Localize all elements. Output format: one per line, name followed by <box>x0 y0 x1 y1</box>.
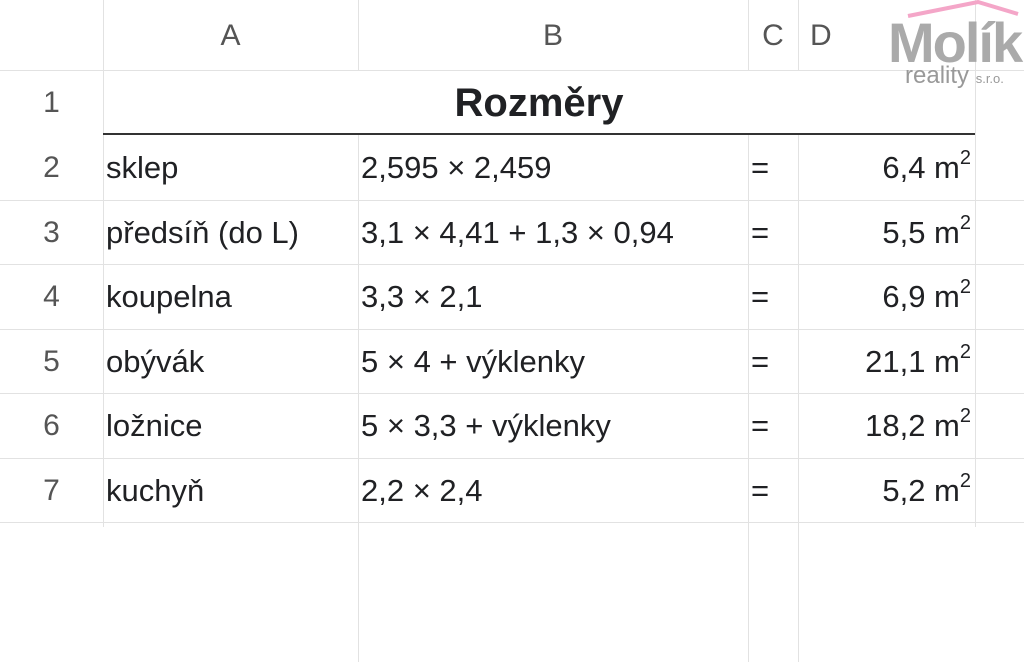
cell-area[interactable]: 6,9 m2 <box>798 264 971 330</box>
column-header-d[interactable]: D <box>810 19 832 52</box>
cell-formula[interactable]: 3,1 × 4,41 + 1,3 × 0,94 <box>361 215 674 250</box>
area-value: 18,2 m <box>865 408 960 443</box>
row-header-5[interactable]: 5 <box>43 345 60 378</box>
unit-exponent: 2 <box>959 147 971 169</box>
column-header-b[interactable]: B <box>542 19 563 52</box>
cell-room-name[interactable]: ložnice <box>106 408 203 443</box>
watermark-logo: Molík reality s.r.o. <box>888 0 1024 95</box>
cell-equals[interactable]: = <box>751 279 770 314</box>
cell-formula[interactable]: 2,595 × 2,459 <box>361 150 552 185</box>
area-value: 6,9 m <box>882 279 960 314</box>
cell-room-name[interactable]: sklep <box>106 150 179 185</box>
cell-room-name[interactable]: koupelna <box>106 279 232 314</box>
unit-exponent: 2 <box>959 341 971 363</box>
cell-room-name[interactable]: předsíň (do L) <box>106 215 299 250</box>
cell-equals[interactable]: = <box>751 408 770 443</box>
cell-area[interactable]: 6,4 m2 <box>798 135 971 201</box>
grid-line <box>798 0 799 70</box>
unit-exponent: 2 <box>959 470 971 492</box>
grid-line <box>358 0 359 70</box>
cell-equals[interactable]: = <box>751 215 770 250</box>
row-header-3[interactable]: 3 <box>43 216 60 249</box>
title-cell[interactable]: Rozměry <box>454 81 624 125</box>
grid-line <box>975 0 976 527</box>
area-value: 6,4 m <box>882 150 960 185</box>
cell-equals[interactable]: = <box>751 344 770 379</box>
unit-exponent: 2 <box>959 212 971 234</box>
column-header-c[interactable]: C <box>762 19 784 52</box>
title-bottom-border <box>103 133 975 135</box>
cell-room-name[interactable]: obývák <box>106 344 205 379</box>
grid-line <box>358 135 359 662</box>
grid-line <box>748 135 749 662</box>
cell-area[interactable]: 5,2 m2 <box>798 458 971 524</box>
grid-line <box>0 329 1024 330</box>
row-header-2[interactable]: 2 <box>43 151 60 184</box>
grid-line <box>0 200 1024 201</box>
logo-sub: reality s.r.o. <box>905 62 1004 90</box>
cell-area[interactable]: 18,2 m2 <box>798 393 971 459</box>
unit-exponent: 2 <box>959 276 971 298</box>
cell-formula[interactable]: 5 × 4 + výklenky <box>361 344 586 379</box>
grid-line <box>0 458 1024 459</box>
row-header-1[interactable]: 1 <box>43 86 60 119</box>
grid-line <box>0 522 1024 523</box>
cell-area[interactable]: 21,1 m2 <box>798 329 971 395</box>
cell-equals[interactable]: = <box>751 473 770 508</box>
grid-line <box>798 135 799 662</box>
area-value: 21,1 m <box>865 344 960 379</box>
grid-line <box>748 0 749 70</box>
grid-line <box>103 0 104 527</box>
cell-formula[interactable]: 2,2 × 2,4 <box>361 473 483 508</box>
row-header-7[interactable]: 7 <box>43 474 60 507</box>
grid-line <box>0 264 1024 265</box>
area-value: 5,5 m <box>882 215 960 250</box>
area-value: 5,2 m <box>882 473 960 508</box>
grid-line <box>0 70 1024 71</box>
cell-area[interactable]: 5,5 m2 <box>798 200 971 266</box>
logo-sub-text: reality <box>905 62 970 89</box>
grid-line <box>0 393 1024 394</box>
cell-room-name[interactable]: kuchyň <box>106 473 205 508</box>
row-header-4[interactable]: 4 <box>43 280 60 313</box>
logo-brand: Molík <box>888 11 1023 74</box>
cell-formula[interactable]: 5 × 3,3 + výklenky <box>361 408 611 443</box>
cell-equals[interactable]: = <box>751 150 770 185</box>
logo-suffix: s.r.o. <box>975 71 1004 86</box>
row-header-6[interactable]: 6 <box>43 409 60 442</box>
unit-exponent: 2 <box>959 405 971 427</box>
cell-formula[interactable]: 3,3 × 2,1 <box>361 279 483 314</box>
roof-icon <box>907 0 1019 18</box>
column-header-a[interactable]: A <box>220 19 241 52</box>
